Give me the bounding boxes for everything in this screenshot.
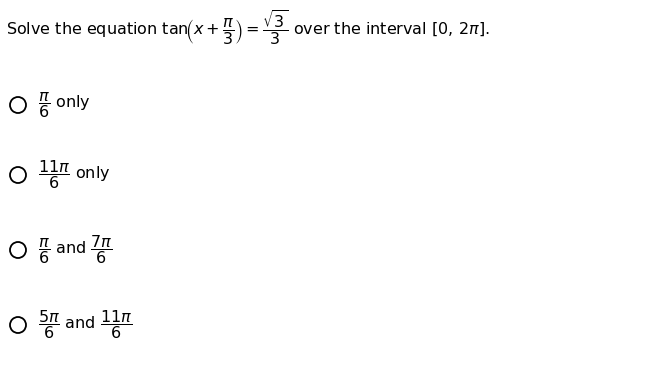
Text: $\dfrac{\pi}{6}$ only: $\dfrac{\pi}{6}$ only	[38, 90, 91, 120]
Text: $\dfrac{11\pi}{6}$ only: $\dfrac{11\pi}{6}$ only	[38, 159, 111, 191]
Text: Solve the equation $\mathrm{tan}\!\left(x + \dfrac{\pi}{3}\right) = \dfrac{\sqrt: Solve the equation $\mathrm{tan}\!\left(…	[6, 8, 490, 47]
Text: $\dfrac{\pi}{6}$ and $\dfrac{7\pi}{6}$: $\dfrac{\pi}{6}$ and $\dfrac{7\pi}{6}$	[38, 234, 113, 266]
Text: $\dfrac{5\pi}{6}$ and $\dfrac{11\pi}{6}$: $\dfrac{5\pi}{6}$ and $\dfrac{11\pi}{6}$	[38, 308, 132, 341]
